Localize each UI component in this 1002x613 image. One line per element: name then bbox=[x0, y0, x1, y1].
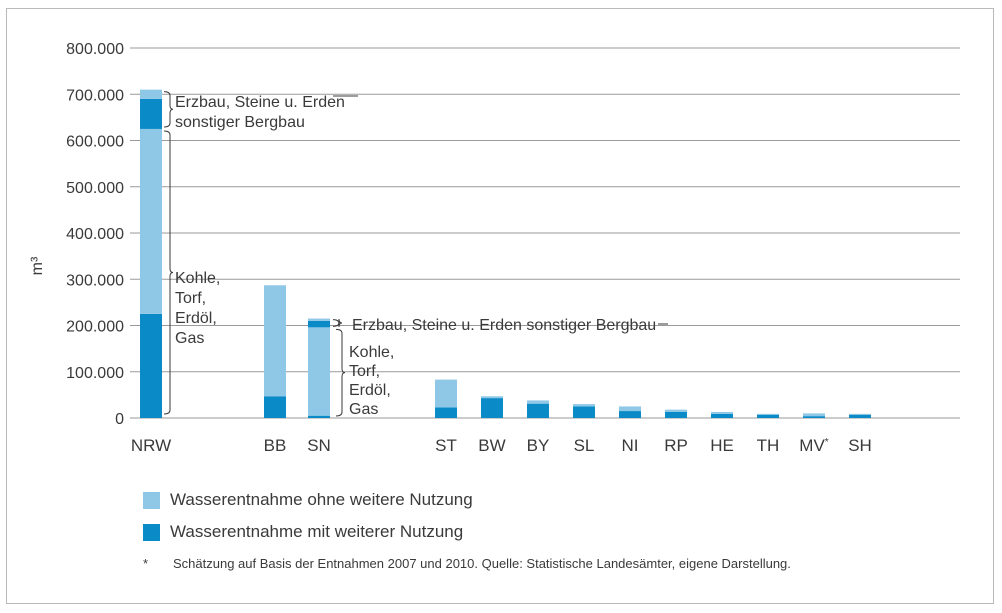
bar-segment-mit-th bbox=[757, 414, 779, 418]
y-tick-label: 100.000 bbox=[66, 365, 124, 382]
bar-segment-mit-sl bbox=[573, 406, 595, 418]
annotation-sn-erzbau: Erzbau, Steine u. Erden sonstiger Bergba… bbox=[352, 317, 656, 334]
annotation-nrw-kohle: Gas bbox=[175, 330, 204, 347]
bar-segment-ohne-mv bbox=[803, 413, 825, 417]
bar-segment-ohne-by bbox=[527, 400, 549, 404]
x-tick-label: HE bbox=[710, 436, 734, 455]
bar-segment-ohne-nrw bbox=[140, 128, 162, 314]
annotation-sn-kohle: Gas bbox=[349, 401, 378, 418]
x-tick-label: ST bbox=[435, 436, 457, 455]
annotation-nrw-kohle: Torf, bbox=[175, 290, 206, 307]
y-tick-label: 600.000 bbox=[66, 134, 124, 151]
bar-segment-ohne-bb bbox=[264, 285, 286, 397]
annotation-sn-kohle: Torf, bbox=[349, 363, 380, 380]
bar-segment-mit-bw bbox=[481, 398, 503, 418]
brace-sn-kohle bbox=[335, 328, 346, 417]
x-tick-label: BY bbox=[527, 436, 550, 455]
annotation-nrw-kohle: Erdöl, bbox=[175, 310, 217, 327]
bar-segment-ohne-sn bbox=[308, 318, 330, 321]
y-tick-label: 0 bbox=[115, 411, 124, 428]
bar-segment-ohne-st bbox=[435, 379, 457, 408]
bar-segment-mit-sn bbox=[308, 415, 330, 418]
bar-segment-ohne-sl bbox=[573, 404, 595, 407]
y-tick-label: 400.000 bbox=[66, 226, 124, 243]
bar-segment-ohne-th bbox=[757, 413, 779, 415]
bar-segment-ohne-rp bbox=[665, 409, 687, 412]
brace-sn-erzbau bbox=[332, 318, 343, 327]
bar-segment-mit-sn bbox=[308, 320, 330, 328]
x-tick-label: SN bbox=[307, 436, 331, 455]
brace-nrw-erzbau bbox=[163, 91, 174, 128]
annotation-nrw-erzbau: sonstiger Bergbau bbox=[175, 114, 305, 131]
annotations: Erzbau, Steine u. Erden sonstiger Bergbau… bbox=[163, 91, 668, 418]
x-tick-label: NI bbox=[622, 436, 639, 455]
x-tick-label: MV* bbox=[799, 436, 829, 455]
y-tick-label: 300.000 bbox=[66, 272, 124, 289]
x-tick-label: RP bbox=[664, 436, 688, 455]
bar-segment-mit-nrw bbox=[140, 313, 162, 418]
y-tick-label: 500.000 bbox=[66, 180, 124, 197]
bar-segment-ohne-ni bbox=[619, 406, 641, 412]
bar-segment-ohne-sh bbox=[849, 413, 871, 415]
y-tick-label: 700.000 bbox=[66, 87, 124, 104]
annotation-sn-kohle: Kohle, bbox=[349, 344, 394, 361]
x-axis-ticks: NRW BB SN ST BW BY SL NI RP HE TH MV* SH bbox=[131, 436, 872, 455]
bar-segment-mit-rp bbox=[665, 411, 687, 418]
bar-segment-ohne-he bbox=[711, 411, 733, 414]
y-axis-label: m³ bbox=[29, 256, 46, 275]
x-tick-label: BB bbox=[264, 436, 287, 455]
bar-segment-mit-by bbox=[527, 403, 549, 418]
bar-segment-mit-ni bbox=[619, 411, 641, 418]
annotation-nrw-erzbau: Erzbau, Steine u. Erden bbox=[175, 94, 345, 111]
footnote-text: Schätzung auf Basis der Entnahmen 2007 u… bbox=[173, 556, 791, 571]
footnote: * Schätzung auf Basis der Entnahmen 2007… bbox=[143, 556, 791, 571]
bar-segment-mit-nrw bbox=[140, 98, 162, 129]
bar-segment-mit-sh bbox=[849, 414, 871, 418]
y-tick-label: 800.000 bbox=[66, 41, 124, 58]
bars bbox=[140, 89, 871, 418]
x-tick-label: BW bbox=[478, 436, 505, 455]
brace-nrw-kohle bbox=[163, 130, 174, 415]
y-axis-ticks: 0 100.000 200.000 300.000 400.000 500.000 600.… bbox=[66, 41, 124, 428]
annotation-sn-kohle: Erdöl, bbox=[349, 382, 391, 399]
bar-segment-mit-st bbox=[435, 407, 457, 418]
footnote-marker: * bbox=[143, 556, 149, 571]
bar-segment-mit-mv bbox=[803, 416, 825, 418]
y-tick-label: 200.000 bbox=[66, 319, 124, 336]
bar-segment-mit-he bbox=[711, 413, 733, 418]
annotation-nrw-kohle: Kohle, bbox=[175, 270, 220, 287]
x-tick-label: SH bbox=[848, 436, 872, 455]
x-tick-label: NRW bbox=[131, 436, 171, 455]
bar-segment-mit-bb bbox=[264, 396, 286, 418]
x-tick-label: SL bbox=[574, 436, 595, 455]
x-tick-label: TH bbox=[757, 436, 780, 455]
bar-segment-ohne-nrw bbox=[140, 89, 162, 99]
bar-segment-ohne-bw bbox=[481, 396, 503, 399]
bar-segment-ohne-sn bbox=[308, 327, 330, 416]
